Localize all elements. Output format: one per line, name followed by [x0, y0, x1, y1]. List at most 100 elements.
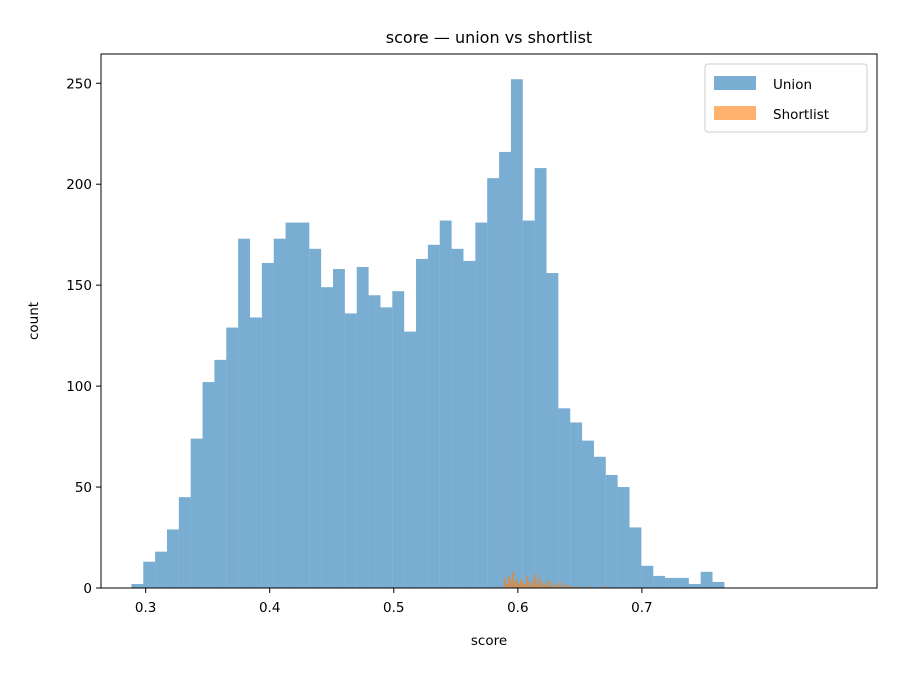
shortlist-bar — [532, 579, 535, 588]
union-bar — [309, 248, 322, 588]
union-bar — [202, 382, 215, 588]
union-bar — [427, 244, 440, 589]
shortlist-bar — [544, 583, 547, 588]
x-tick-label: 0.3 — [135, 600, 156, 616]
union-bar — [261, 262, 274, 588]
shortlist-bar — [515, 577, 518, 588]
legend-label-shortlist: Shortlist — [773, 107, 829, 123]
shortlist-bar — [511, 571, 514, 588]
shortlist-bar — [528, 581, 531, 588]
legend-swatch-shortlist — [714, 106, 756, 120]
shortlist-bar — [542, 585, 545, 588]
shortlist-bar — [513, 581, 516, 588]
union-bar — [582, 440, 594, 588]
x-axis-ticks: 0.3 0.4 0.5 0.6 0.7 — [135, 588, 653, 616]
shortlist-bar — [569, 585, 572, 588]
union-bar — [285, 222, 298, 589]
legend-label-union: Union — [773, 77, 812, 93]
shortlist-bar — [522, 581, 525, 588]
x-tick-label: 0.7 — [631, 600, 652, 616]
union-bar — [629, 527, 642, 588]
shortlist-bar — [509, 579, 512, 588]
shortlist-bar — [536, 583, 539, 588]
union-bar — [712, 581, 725, 588]
shortlist-bar — [555, 583, 558, 588]
union-bar — [688, 583, 701, 588]
shortlist-bar — [534, 573, 537, 588]
shortlist-bar — [526, 575, 529, 588]
shortlist-bar — [550, 581, 554, 588]
union-bar — [676, 577, 689, 588]
legend: Union Shortlist — [704, 63, 868, 133]
y-tick-label: 50 — [75, 480, 92, 496]
union-bar — [510, 79, 523, 588]
union-bar — [344, 313, 357, 588]
union-bar — [273, 238, 286, 588]
union-bar — [522, 220, 535, 588]
shortlist-bar — [546, 579, 549, 588]
union-bar — [439, 220, 452, 588]
union-bar — [487, 178, 500, 588]
shortlist-bar — [604, 585, 607, 588]
y-tick-label: 250 — [66, 76, 92, 92]
union-bar — [321, 287, 334, 588]
x-tick-label: 0.4 — [259, 600, 280, 616]
union-bar — [463, 260, 476, 588]
union-bar — [333, 269, 345, 588]
union-bar — [700, 571, 713, 588]
union-bar — [380, 307, 393, 588]
shortlist-bar — [507, 575, 510, 588]
union-bar — [641, 565, 654, 588]
x-tick-label: 0.5 — [383, 600, 404, 616]
union-bar — [392, 291, 405, 588]
shortlist-bar — [503, 577, 506, 588]
shortlist-bar — [571, 585, 574, 588]
union-bar — [605, 474, 618, 588]
legend-swatch-union — [714, 76, 756, 90]
shortlist-bar — [557, 585, 560, 588]
union-bar — [166, 529, 179, 588]
union-bar — [653, 575, 666, 588]
y-axis-label: count — [26, 302, 42, 340]
union-bar — [404, 331, 417, 588]
chart-title: score — union vs shortlist — [386, 28, 592, 47]
shortlist-bar — [563, 585, 566, 588]
x-tick-label: 0.6 — [507, 600, 528, 616]
union-bar — [534, 168, 547, 588]
union-bar — [226, 327, 239, 588]
plot-frame — [100, 53, 878, 589]
union-bar — [617, 487, 630, 588]
union-bar — [368, 295, 381, 588]
y-axis-ticks: 0 50 100 150 200 250 — [66, 76, 101, 597]
shortlist-bar — [565, 583, 568, 588]
union-bar — [499, 151, 511, 589]
union-bar — [155, 551, 167, 588]
union-bar — [190, 438, 203, 588]
union-bar — [546, 273, 559, 588]
union-bar — [475, 222, 488, 589]
y-tick-label: 200 — [66, 177, 92, 193]
union-bar — [416, 258, 428, 588]
shortlist-bar — [524, 583, 527, 588]
shortlist-bar — [538, 577, 541, 588]
shortlist-bar — [517, 583, 521, 588]
union-bar — [356, 266, 369, 588]
union-bar — [131, 583, 144, 588]
union-bar — [249, 317, 262, 588]
y-tick-label: 150 — [66, 278, 92, 294]
union-bar — [665, 577, 677, 588]
union-bar — [451, 248, 464, 588]
shortlist-bar — [530, 585, 533, 588]
union-bars — [131, 79, 725, 589]
shortlist-bar — [540, 581, 543, 588]
union-bar — [593, 456, 606, 588]
union-bar — [214, 359, 227, 588]
y-tick-label: 0 — [83, 581, 92, 597]
union-bar — [558, 408, 571, 588]
x-axis-label: score — [471, 633, 507, 649]
y-tick-label: 100 — [66, 379, 92, 395]
union-bar — [143, 561, 156, 588]
shortlist-bar — [559, 581, 562, 588]
shortlist-bar — [588, 585, 591, 588]
